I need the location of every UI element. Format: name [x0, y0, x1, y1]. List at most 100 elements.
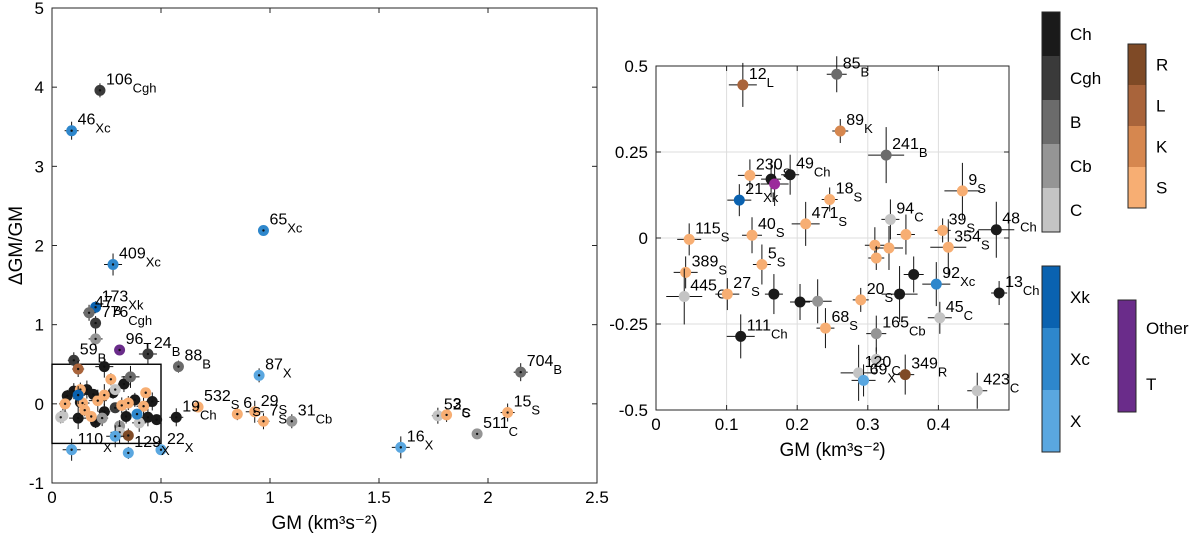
- colorbar-swatch: [1117, 299, 1137, 413]
- point-class: B: [553, 362, 562, 377]
- data-point-center: [146, 352, 150, 356]
- data-point-center: [436, 414, 440, 417]
- colorbar-frame: [1041, 265, 1061, 453]
- data-point-ch: [993, 287, 1005, 299]
- point-id: 20: [867, 281, 885, 298]
- data-point-xk: [733, 194, 745, 206]
- point-annotation: 46Xc: [78, 112, 111, 136]
- colorbar-label: X: [1070, 412, 1081, 431]
- point-annotation: 13Ch: [1005, 274, 1039, 298]
- data-point-center: [262, 420, 265, 423]
- scatter-panel-2: 0 0.1 0.2 0.3 0.4 -0.5 -0.25 0 0.25 0.5 GM (km³s⁻²…: [609, 55, 1039, 461]
- colorbar-complex-c: Ch Cgh B Cb C: [1041, 11, 1101, 233]
- x-tick-label: 0.5: [149, 488, 173, 507]
- x-tick-label: 0: [651, 415, 660, 434]
- x-tick-label: 1.5: [367, 488, 391, 507]
- data-point-center: [103, 393, 106, 397]
- point-class: Cgh: [133, 80, 157, 95]
- data-point-r: [899, 369, 911, 381]
- point-id: 92: [942, 265, 960, 282]
- point-class: S: [776, 225, 785, 240]
- point-class: T: [143, 340, 151, 355]
- point-annotation: 389S: [692, 253, 728, 277]
- x-tick-label: 0.4: [927, 415, 951, 434]
- data-point-center: [519, 370, 522, 374]
- x-tick-label: 0.3: [856, 415, 880, 434]
- point-annotation: 49Ch: [796, 156, 830, 180]
- point-annotation: 22X: [167, 431, 194, 455]
- point-class: R: [938, 365, 947, 380]
- data-point-s: [869, 239, 881, 251]
- point-class: S: [252, 404, 261, 419]
- data-point-center: [85, 388, 89, 391]
- data-point-center: [475, 432, 479, 436]
- point-id: 241: [892, 136, 919, 153]
- data-point-s: [900, 229, 912, 241]
- data-point-center: [120, 404, 123, 407]
- colorbar-label: Xk: [1070, 288, 1090, 307]
- point-annotation: 5S: [768, 245, 786, 269]
- point-annotation: 704B: [527, 353, 562, 377]
- data-point-center: [76, 367, 80, 371]
- point-annotation: 409Xc: [119, 246, 161, 270]
- point-class: Xc: [95, 121, 111, 136]
- data-point-b: [880, 149, 892, 161]
- colorbar-swatch: [1042, 390, 1060, 452]
- y-axis-label: ΔGM/GM: [6, 206, 27, 285]
- point-annotation: 471S: [812, 205, 848, 229]
- point-annotation: 24B: [154, 335, 180, 359]
- point-class: S: [966, 220, 975, 235]
- point-annotation: 92Xc: [942, 265, 975, 289]
- point-class: S: [279, 402, 288, 417]
- point-annotation: 115S: [695, 220, 730, 244]
- point-annotation: 19Ch: [182, 398, 216, 422]
- data-point-center: [103, 365, 106, 368]
- data-point-s: [683, 233, 695, 245]
- point-id: 6: [243, 395, 252, 412]
- point-id: 15: [514, 394, 532, 411]
- point-annotation: 776Cgh: [102, 304, 153, 328]
- x-tick-label: 0.1: [715, 415, 739, 434]
- data-point-ch: [794, 296, 806, 308]
- point-annotation: 39S: [949, 211, 976, 235]
- data-point-center: [94, 337, 97, 341]
- data-point-c: [971, 385, 983, 397]
- point-class: S: [977, 181, 986, 196]
- colorbar-label: K: [1156, 138, 1168, 157]
- data-point-center: [81, 401, 84, 405]
- data-point-center: [76, 393, 80, 397]
- point-id: 40: [758, 216, 776, 233]
- data-point-c: [870, 353, 882, 365]
- data-point-center: [122, 382, 126, 386]
- data-point-ch: [768, 288, 780, 300]
- point-annotation: 532S: [204, 388, 240, 412]
- point-annotation: 110X: [78, 431, 113, 455]
- data-point-center: [146, 416, 150, 419]
- point-class: Xc: [960, 274, 976, 289]
- point-class: Cb: [316, 411, 333, 426]
- point-id: 69: [870, 361, 888, 378]
- point-annotation: 29S: [261, 393, 288, 417]
- data-point-center: [109, 378, 113, 381]
- point-class: S: [718, 262, 727, 277]
- data-point-center: [66, 394, 69, 398]
- data-point-center: [98, 89, 102, 92]
- data-point-center: [144, 391, 147, 394]
- data-point-other: [769, 178, 781, 190]
- point-id: 13: [1005, 274, 1023, 291]
- point-id: 120: [865, 354, 892, 371]
- point-id: 96: [126, 331, 144, 348]
- data-point-ch: [784, 169, 796, 181]
- point-annotation: 15S: [514, 394, 541, 418]
- point-id: 65: [269, 211, 287, 228]
- y-tick-label: 0: [35, 395, 44, 414]
- data-point-center: [127, 434, 130, 437]
- point-annotation: 89K: [846, 112, 873, 136]
- point-id: 511: [483, 415, 509, 432]
- data-point-c: [934, 312, 946, 324]
- point-annotation: 511C: [483, 415, 518, 439]
- point-id: 68: [831, 309, 849, 326]
- point-class: X: [103, 440, 112, 455]
- y-tick-label: 0: [639, 229, 648, 248]
